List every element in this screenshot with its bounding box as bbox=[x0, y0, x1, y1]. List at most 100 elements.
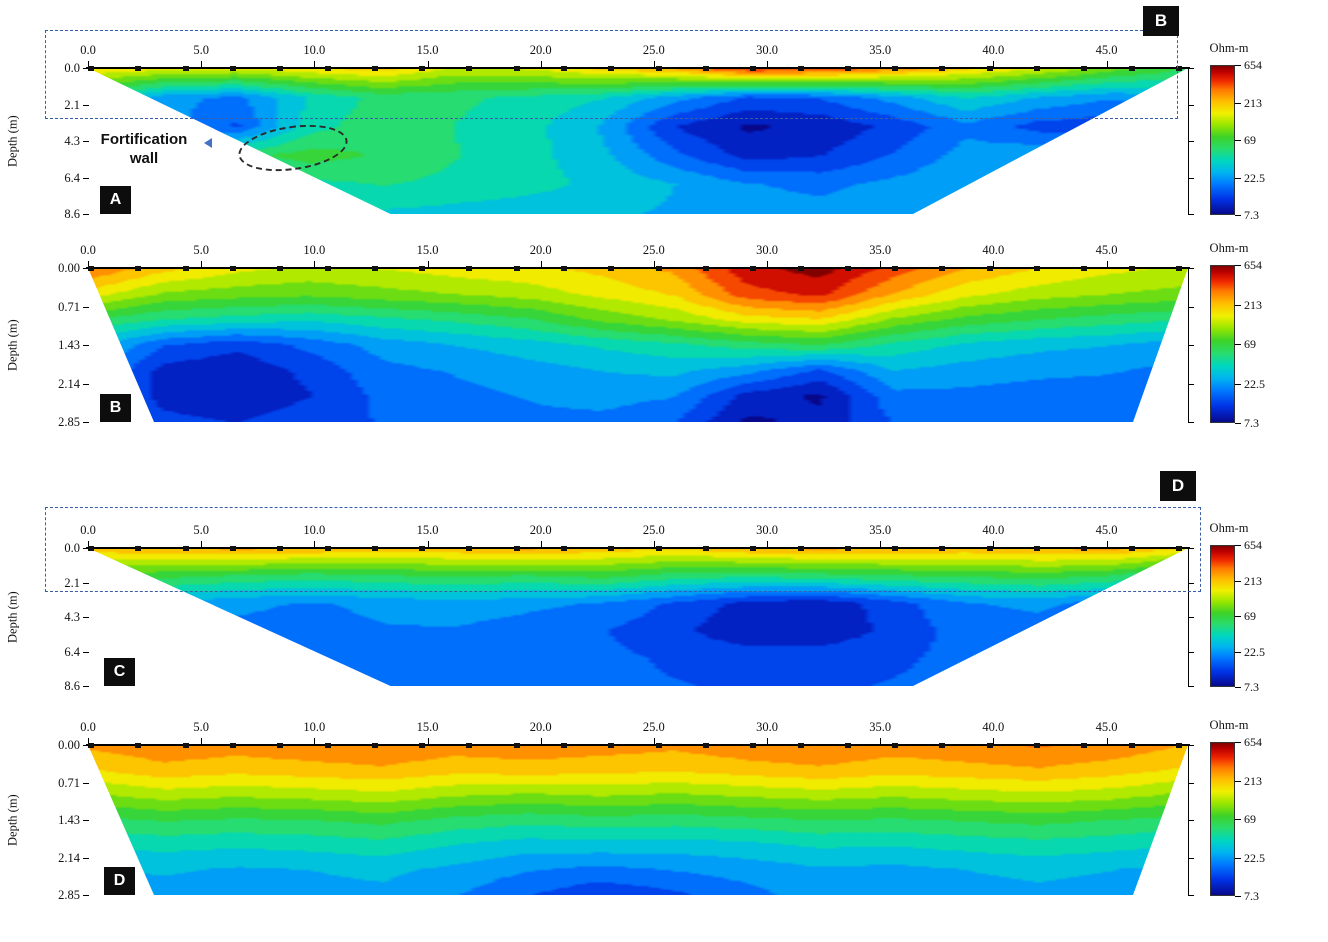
x-axis-tick-label: 35.0 bbox=[869, 523, 892, 537]
depth-axis-tick bbox=[83, 104, 89, 106]
electrode-marker bbox=[419, 546, 426, 551]
x-axis-tick bbox=[201, 541, 203, 547]
electrode-marker bbox=[513, 66, 520, 71]
electrode-marker bbox=[939, 266, 946, 271]
x-axis-tick bbox=[993, 541, 995, 547]
x-axis-tick-label: 15.0 bbox=[416, 523, 439, 537]
electrode-marker bbox=[608, 266, 615, 271]
x-axis-tick-label: 30.0 bbox=[756, 243, 778, 257]
x-axis-tick bbox=[1106, 738, 1108, 744]
x-axis-tick-label: 5.0 bbox=[193, 523, 209, 537]
x-axis-tick-label: 0.0 bbox=[80, 720, 96, 734]
colorbar-title: Ohm-m bbox=[1209, 718, 1249, 732]
depth-axis-tick bbox=[83, 306, 89, 308]
x-axis-tick bbox=[540, 61, 542, 67]
x-axis-tick bbox=[993, 738, 995, 744]
x-axis-tick bbox=[880, 261, 882, 267]
depth-axis-tick bbox=[83, 268, 89, 269]
x-axis-tick bbox=[880, 61, 882, 67]
profile-extent-label-badge: B bbox=[1143, 6, 1179, 36]
electrode-marker bbox=[88, 266, 94, 271]
electrode-marker bbox=[1176, 66, 1182, 71]
electrode-marker bbox=[513, 743, 520, 748]
electrode-marker bbox=[844, 743, 851, 748]
x-axis-tick-label: 20.0 bbox=[529, 720, 552, 734]
electrode-marker bbox=[702, 266, 709, 271]
electrode-marker bbox=[88, 546, 94, 551]
electrode-marker bbox=[892, 743, 899, 748]
colorbar-tick-label: 69 bbox=[1244, 609, 1256, 623]
electrode-marker bbox=[892, 266, 899, 271]
electrode-marker bbox=[135, 743, 142, 748]
x-axis-tick bbox=[427, 61, 429, 67]
x-axis-tick-label: 25.0 bbox=[642, 243, 665, 257]
depth-axis-tick-right bbox=[1188, 383, 1194, 385]
colorbar-tick-label: 22.5 bbox=[1244, 850, 1265, 865]
electrode-marker bbox=[182, 743, 189, 748]
depth-axis-tick bbox=[83, 345, 89, 346]
depth-axis-tick-right bbox=[1188, 177, 1194, 179]
depth-tick-label: 0.0 bbox=[64, 61, 80, 75]
electrode-marker bbox=[1081, 66, 1088, 71]
colorbar-gradient bbox=[1210, 545, 1235, 687]
electrode-marker bbox=[324, 266, 331, 271]
x-axis-tick-label: 10.0 bbox=[303, 523, 326, 537]
x-axis-tick bbox=[880, 541, 882, 547]
electrode-marker bbox=[277, 546, 284, 551]
colorbar-tick bbox=[1235, 580, 1241, 582]
depth-tick-label: 0.71 bbox=[58, 299, 80, 314]
electrode-marker bbox=[844, 546, 851, 551]
electrode-marker bbox=[750, 546, 757, 551]
colorbar-tick bbox=[1235, 344, 1241, 345]
electrode-marker bbox=[797, 546, 804, 551]
x-axis-tick bbox=[540, 738, 542, 744]
electrode-marker bbox=[135, 266, 142, 271]
depth-axis-tick-right bbox=[1188, 214, 1194, 215]
electrode-marker bbox=[561, 546, 568, 551]
depth-axis-tick-right bbox=[1188, 582, 1194, 584]
electrode-marker bbox=[655, 266, 662, 271]
x-axis-tick bbox=[201, 261, 203, 267]
colorbar-tick-label: 654 bbox=[1244, 538, 1262, 552]
electrode-marker bbox=[1034, 546, 1041, 551]
depth-axis-tick bbox=[83, 857, 89, 859]
colorbar-tick bbox=[1235, 177, 1241, 179]
x-axis-tick-label: 40.0 bbox=[982, 43, 1005, 57]
electrode-marker bbox=[466, 546, 473, 551]
feature-arrow-icon bbox=[204, 138, 212, 148]
depth-tick-label: 8.6 bbox=[64, 207, 80, 221]
depth-axis-tick-right bbox=[1188, 895, 1194, 896]
electrode-marker bbox=[939, 546, 946, 551]
electrode-marker bbox=[1081, 546, 1088, 551]
x-axis-tick bbox=[427, 738, 429, 744]
depth-tick-label: 2.14 bbox=[58, 376, 80, 391]
colorbar-title: Ohm-m bbox=[1209, 41, 1249, 55]
electrode-marker bbox=[1128, 266, 1135, 271]
electrode-marker bbox=[135, 546, 142, 551]
x-axis-tick bbox=[767, 738, 768, 744]
electrode-marker bbox=[892, 66, 899, 71]
electrode-marker bbox=[702, 546, 709, 551]
colorbar-tick-label: 213 bbox=[1244, 773, 1262, 788]
electrode-marker bbox=[797, 266, 804, 271]
electrode-marker bbox=[135, 66, 142, 71]
electrode-marker bbox=[1034, 66, 1041, 71]
colorbar-tick bbox=[1235, 687, 1241, 688]
electrode-marker bbox=[702, 743, 709, 748]
x-axis-tick bbox=[314, 61, 316, 67]
depth-tick-label: 4.3 bbox=[64, 134, 80, 148]
electrode-marker bbox=[1128, 546, 1135, 551]
x-axis-tick-label: 35.0 bbox=[869, 243, 892, 257]
electrode-marker bbox=[655, 66, 662, 71]
colorbar-tick bbox=[1235, 616, 1241, 617]
electrode-marker bbox=[277, 66, 284, 71]
electrode-marker bbox=[608, 743, 615, 748]
colorbar-tick bbox=[1235, 265, 1241, 266]
depth-tick-label: 0.00 bbox=[58, 261, 80, 275]
depth-axis-tick bbox=[83, 548, 89, 549]
colorbar-gradient bbox=[1210, 265, 1235, 423]
x-axis-tick bbox=[88, 61, 89, 67]
electrode-marker bbox=[844, 66, 851, 71]
